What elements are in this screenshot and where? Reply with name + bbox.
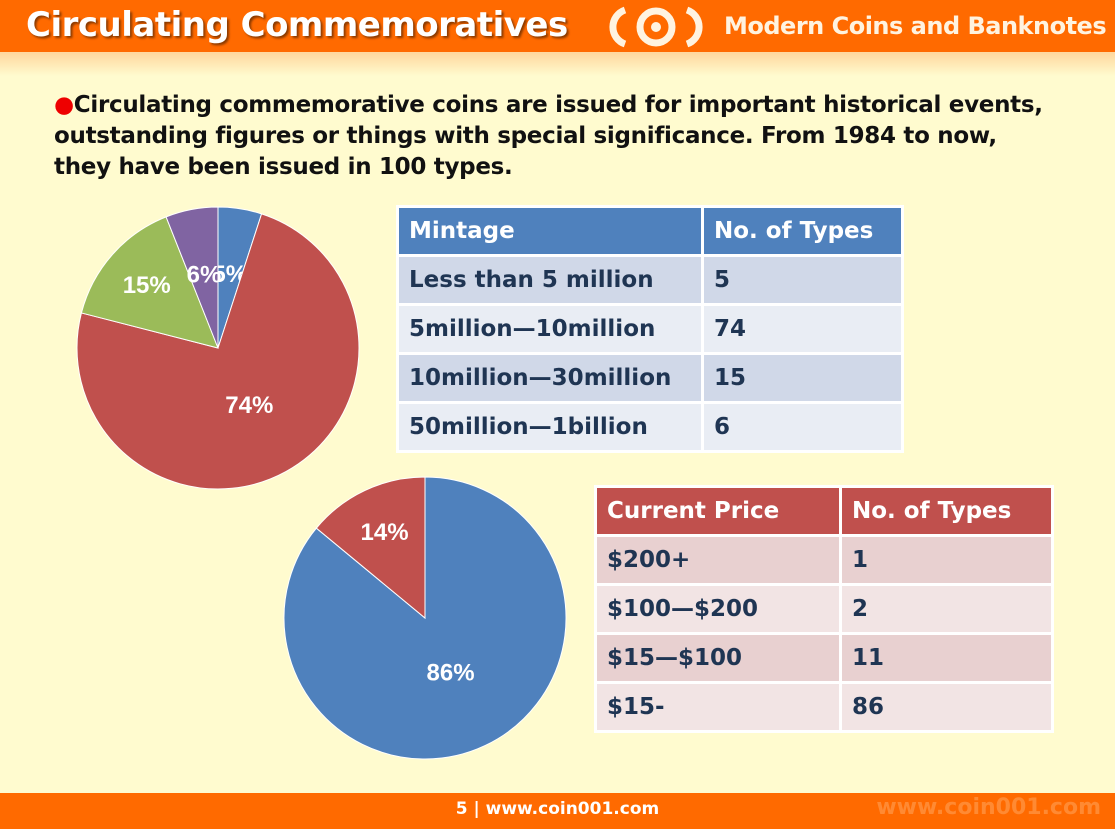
- cell: 6: [701, 401, 904, 453]
- cell: 2: [839, 583, 1054, 635]
- mintage-pie-chart: 5%74%15% 6%: [76, 206, 360, 490]
- header-glow: [0, 54, 1115, 76]
- pie-label: 14%: [361, 519, 409, 546]
- pie-slice: [80, 216, 219, 349]
- price-pie-chart: 86% 14%: [283, 476, 567, 760]
- table-row: 5million—10million 74: [396, 303, 904, 355]
- header-bar: Circulating Commemoratives Modern Coins …: [0, 0, 1115, 54]
- coin-logo-icon: [609, 6, 703, 48]
- slide-subtitle: Modern Coins and Banknotes: [724, 12, 1107, 40]
- header-cell: Mintage: [396, 205, 704, 257]
- cell: 50million—1billion: [396, 401, 704, 453]
- header-cell: No. of Types: [701, 205, 904, 257]
- table-row: $200+ 1: [594, 534, 1054, 586]
- table-row: Less than 5 million 5: [396, 254, 904, 306]
- footer-bar: 5 | www.coin001.com www.coin001.com: [0, 793, 1115, 829]
- footer-text: 5 | www.coin001.com: [455, 799, 660, 819]
- pie-label: 6%: [187, 261, 222, 288]
- intro-text: Circulating commemorative coins are issu…: [54, 92, 1043, 180]
- pie-slice: [76, 213, 360, 490]
- cell: 15: [701, 352, 904, 404]
- table-row: 50million—1billion 6: [396, 401, 904, 453]
- mintage-table: Mintage No. of Types Less than 5 million 5…: [396, 205, 904, 453]
- table-row: $100—$200 2: [594, 583, 1054, 635]
- pie-label: 15%: [123, 272, 171, 299]
- pie-slice: [165, 206, 219, 349]
- price-table: Current Price No. of Types $200+ 1 $100—$2…: [594, 485, 1054, 733]
- pie-label: 74%: [225, 392, 273, 419]
- cell: 1: [839, 534, 1054, 586]
- cell: $15-: [594, 681, 842, 733]
- cell: 74: [701, 303, 904, 355]
- pie-slice: [315, 476, 426, 620]
- slide-title: Circulating Commemoratives: [26, 5, 568, 45]
- cell: 10million—30million: [396, 352, 704, 404]
- cell: 5: [701, 254, 904, 306]
- cell: 5million—10million: [396, 303, 704, 355]
- table-row: $15- 86: [594, 681, 1054, 733]
- watermark: www.coin001.com: [876, 795, 1101, 820]
- cell: $200+: [594, 534, 842, 586]
- table-row: 10million—30million 15: [396, 352, 904, 404]
- cell: Less than 5 million: [396, 254, 704, 306]
- header-cell: No. of Types: [839, 485, 1054, 537]
- table-header-row: Current Price No. of Types: [594, 485, 1054, 537]
- table-row: $15—$100 11: [594, 632, 1054, 684]
- pie-label: 86%: [427, 659, 475, 686]
- bullet-icon: ●: [54, 92, 74, 118]
- cell: 11: [839, 632, 1054, 684]
- cell: 86: [839, 681, 1054, 733]
- cell: $100—$200: [594, 583, 842, 635]
- table-header-row: Mintage No. of Types: [396, 205, 904, 257]
- header-cell: Current Price: [594, 485, 842, 537]
- intro-paragraph: ●Circulating commemorative coins are iss…: [54, 90, 1054, 183]
- cell: $15—$100: [594, 632, 842, 684]
